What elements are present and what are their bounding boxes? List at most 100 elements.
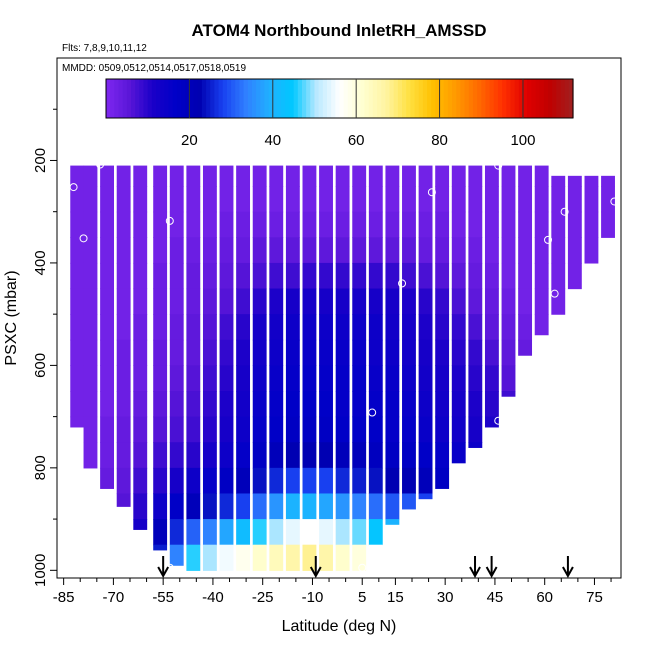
heatmap-cell bbox=[484, 391, 499, 418]
heatmap-cell bbox=[236, 288, 251, 315]
heatmap-cell bbox=[202, 314, 217, 341]
heatmap-cell bbox=[252, 365, 267, 392]
colorbar-segment bbox=[397, 79, 403, 118]
heatmap-cell bbox=[236, 416, 251, 443]
heatmap-cell bbox=[352, 442, 367, 469]
heatmap-cell bbox=[484, 314, 499, 341]
heatmap-cell bbox=[285, 416, 300, 443]
heatmap-cell bbox=[335, 365, 350, 392]
sampling-marker-head bbox=[157, 566, 170, 579]
heatmap-cell bbox=[402, 288, 416, 315]
heatmap-cell bbox=[402, 165, 416, 187]
colorbar-segment bbox=[306, 79, 311, 118]
heatmap-cell bbox=[418, 416, 433, 443]
colorbar bbox=[106, 79, 574, 118]
heatmap-cell bbox=[451, 288, 466, 315]
colorbar-segment bbox=[339, 79, 345, 118]
heatmap-cell bbox=[402, 211, 416, 238]
heatmap-cell bbox=[202, 416, 217, 443]
heatmap-cell bbox=[116, 314, 131, 341]
heatmap-cell bbox=[484, 186, 499, 213]
heatmap-cell bbox=[501, 314, 516, 341]
heatmap-cell bbox=[236, 339, 251, 366]
heatmap-cell bbox=[116, 237, 131, 264]
heatmap-cell bbox=[418, 211, 433, 238]
heatmap-cell bbox=[402, 186, 416, 213]
heatmap-cell bbox=[534, 165, 549, 187]
x-tick-label: 15 bbox=[387, 589, 404, 606]
heatmap-cell bbox=[202, 165, 217, 187]
heatmap-cell bbox=[352, 262, 367, 290]
heatmap-cell bbox=[368, 339, 383, 366]
heatmap-cell bbox=[451, 391, 466, 418]
colorbar-segment bbox=[535, 79, 541, 118]
heatmap-cell bbox=[153, 544, 168, 551]
heatmap-cell bbox=[518, 165, 533, 187]
heatmap-cell bbox=[319, 467, 333, 495]
colorbar-frame bbox=[105, 78, 574, 119]
heatmap-cell bbox=[100, 365, 114, 392]
x-axis-label: Latitude (deg N) bbox=[282, 618, 397, 635]
heatmap-cell bbox=[418, 262, 433, 290]
heatmap-cell bbox=[219, 544, 234, 571]
heatmap-cell bbox=[385, 391, 400, 418]
colorbar-segment bbox=[131, 79, 136, 118]
heatmap-cell bbox=[186, 314, 201, 341]
heatmap-cell bbox=[319, 262, 333, 290]
colorbar-segment bbox=[439, 79, 445, 118]
heatmap-cell bbox=[518, 186, 533, 213]
colorbar-segment bbox=[360, 79, 366, 118]
heatmap-cell bbox=[83, 288, 98, 315]
heatmap-cell bbox=[153, 339, 168, 366]
colorbar-segment bbox=[427, 79, 432, 118]
heatmap-cell bbox=[202, 391, 217, 418]
heatmap-cell bbox=[518, 237, 533, 264]
heatmap-cell bbox=[534, 288, 549, 315]
y-axis-label: PSXC (mbar) bbox=[3, 270, 20, 365]
colorbar-segment bbox=[235, 79, 241, 118]
heatmap-cell bbox=[601, 186, 615, 213]
colorbar-segment bbox=[239, 79, 245, 118]
heatmap-cell bbox=[435, 262, 450, 290]
heatmap-cell bbox=[133, 442, 148, 469]
colorbar-segment bbox=[560, 79, 566, 118]
heatmap-cell bbox=[484, 211, 499, 238]
colorbar-segment bbox=[381, 79, 386, 118]
heatmap-cell bbox=[285, 339, 300, 366]
heatmap-cell bbox=[368, 544, 383, 551]
heatmap-cell bbox=[418, 237, 433, 264]
heatmap-cell bbox=[352, 391, 367, 418]
heatmap-cell bbox=[302, 544, 317, 571]
heatmap-cell bbox=[202, 262, 217, 290]
heatmap-cell bbox=[302, 519, 317, 546]
heatmap-cell bbox=[202, 237, 217, 264]
heatmap-cell bbox=[236, 237, 251, 264]
x-tick-label: 5 bbox=[358, 589, 366, 606]
colorbar-segment bbox=[422, 79, 428, 118]
heatmap-cell bbox=[385, 416, 400, 443]
x-tick-label: 75 bbox=[586, 589, 603, 606]
x-tick-label: -85 bbox=[53, 589, 75, 606]
heatmap-cell bbox=[551, 211, 566, 238]
heatmap-cell bbox=[100, 391, 114, 418]
heatmap-cell bbox=[352, 365, 367, 392]
heatmap-cell bbox=[402, 262, 416, 290]
colorbar-segment bbox=[210, 79, 216, 118]
colorbar-segment bbox=[527, 79, 532, 118]
heatmap-cell bbox=[169, 262, 184, 290]
heatmap-cell bbox=[501, 211, 516, 238]
heatmap-cell bbox=[302, 262, 317, 290]
heatmap-cell bbox=[567, 211, 582, 238]
heatmap-cell bbox=[269, 288, 284, 315]
observation-point bbox=[550, 289, 559, 298]
heatmap-cell bbox=[285, 186, 300, 213]
colorbar-segment bbox=[514, 79, 520, 118]
heatmap-cell bbox=[133, 339, 148, 366]
heatmap-cell bbox=[186, 339, 201, 366]
heatmap-cell bbox=[335, 211, 350, 238]
heatmap-cell bbox=[402, 314, 416, 341]
heatmap-cell bbox=[385, 365, 400, 392]
heatmap-cell bbox=[269, 544, 284, 571]
sampling-markers bbox=[157, 556, 574, 579]
colorbar-segment bbox=[135, 79, 140, 118]
